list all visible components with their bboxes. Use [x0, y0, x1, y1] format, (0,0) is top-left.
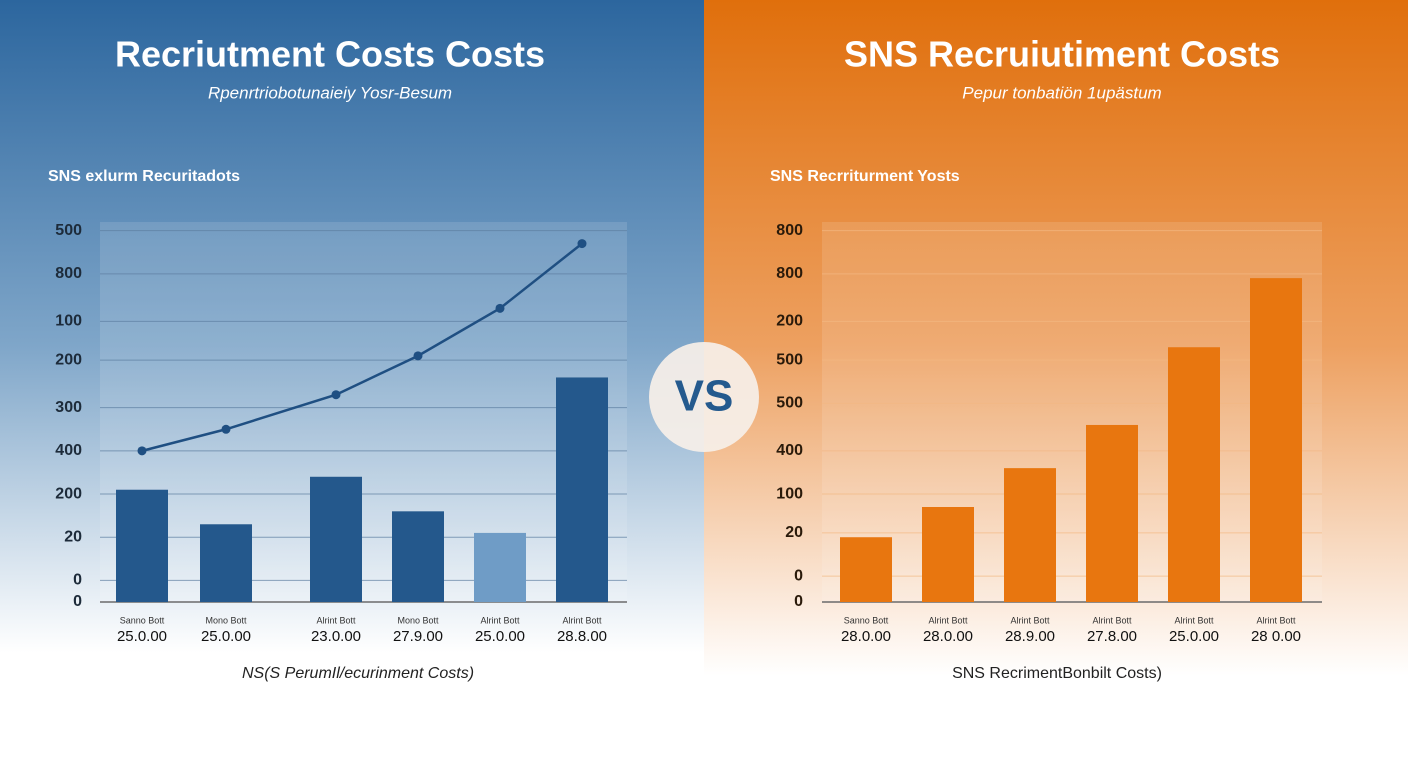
line-point — [331, 390, 341, 400]
y-tick-label: 500 — [55, 222, 82, 239]
y-tick-label: 20 — [785, 524, 803, 541]
category-value: 23.0.00 — [311, 628, 361, 645]
right-plot-area — [822, 222, 1322, 602]
category-label: Alrint Bott — [1092, 615, 1132, 625]
category-value: 28 0.00 — [1251, 628, 1301, 645]
y-tick-label: 800 — [55, 265, 82, 282]
y-tick-label: 500 — [776, 351, 803, 368]
category-value: 25.0.00 — [475, 628, 525, 645]
section-label: SNS exlurm Recuritadots — [48, 168, 240, 185]
category-value: 25.0.00 — [1169, 628, 1219, 645]
bar — [840, 537, 892, 602]
x-axis-label: SNS RecrimentBonbilt Costs) — [952, 665, 1162, 682]
bar — [1168, 347, 1220, 602]
category-value: 28.8.00 — [557, 628, 607, 645]
category-label: Alrint Bott — [1174, 615, 1214, 625]
category-value: 25.0.00 — [117, 628, 167, 645]
category-label: Alrint Bott — [480, 615, 520, 625]
bar — [474, 532, 526, 602]
vs-badge — [649, 342, 759, 452]
line — [141, 242, 583, 453]
y-tick-label: 0 — [794, 567, 803, 584]
y-tick-label: 200 — [776, 313, 803, 330]
category-label: Alrint Bott — [1010, 615, 1050, 625]
y-tick-label: 400 — [55, 442, 82, 459]
y-tick-label: 100 — [776, 485, 803, 502]
y-tick-label: 200 — [55, 351, 82, 368]
chart-title: Recriutment Costs Costs — [115, 34, 545, 75]
chart-title: SNS Recruiutiment Costs — [844, 34, 1280, 75]
category-value: 28.9.00 — [1005, 628, 1055, 645]
y-tick-label: 400 — [776, 442, 803, 459]
bar — [392, 511, 444, 602]
category-label: Alrint Bott — [562, 615, 602, 625]
charts: Recriutment Costs Costs Rpenrtriobotunaie… — [48, 34, 1322, 682]
category-label: Alrint Bott — [1256, 615, 1296, 625]
y-tick-label: 500 — [776, 395, 803, 412]
category-value: 27.9.00 — [393, 628, 443, 645]
category-label: Alrint Bott — [928, 615, 968, 625]
category-label: Sanno Bott — [120, 615, 165, 625]
category-value: 28.0.00 — [923, 628, 973, 645]
category-label: Mono Bott — [397, 615, 439, 625]
bar — [116, 489, 168, 602]
bar — [1086, 424, 1138, 602]
vs-label: VS — [675, 372, 734, 421]
bar — [556, 377, 608, 602]
line-point — [577, 239, 587, 249]
y-tick-label: 0 — [73, 572, 82, 589]
line-point — [221, 424, 231, 434]
y-tick-label: 0 — [73, 593, 82, 610]
section-label: SNS Recrriturment Yosts — [770, 168, 960, 185]
y-tick-label: 300 — [55, 399, 82, 416]
left-plot-area — [100, 222, 627, 602]
bar — [200, 524, 252, 602]
bar — [1250, 278, 1302, 602]
category-value: 25.0.00 — [201, 628, 251, 645]
y-tick-label: 800 — [776, 265, 803, 282]
y-tick-label: 100 — [55, 313, 82, 330]
chart-subtitle: Rpenrtriobotunaieiy Yosr-Besum — [208, 83, 452, 102]
bar — [922, 507, 974, 602]
y-tick-label: 800 — [776, 222, 803, 239]
y-tick-label: 20 — [64, 528, 82, 545]
y-tick-label: 200 — [55, 485, 82, 502]
category-label: Alrint Bott — [316, 615, 356, 625]
y-tick-label: 0 — [794, 593, 803, 610]
category-value: 28.0.00 — [841, 628, 891, 645]
x-axis-label: NS(S PerumIl/ecurinment Costs) — [242, 665, 474, 682]
chart-subtitle: Pepur tonbatiön 1upästum — [962, 83, 1161, 102]
category-value: 27.8.00 — [1087, 628, 1137, 645]
line-point — [137, 446, 147, 456]
bar — [310, 476, 362, 602]
line-point — [413, 351, 423, 361]
category-label: Sanno Bott — [844, 615, 889, 625]
bar — [1004, 468, 1056, 602]
category-label: Mono Bott — [205, 615, 247, 625]
line-point — [495, 303, 505, 313]
